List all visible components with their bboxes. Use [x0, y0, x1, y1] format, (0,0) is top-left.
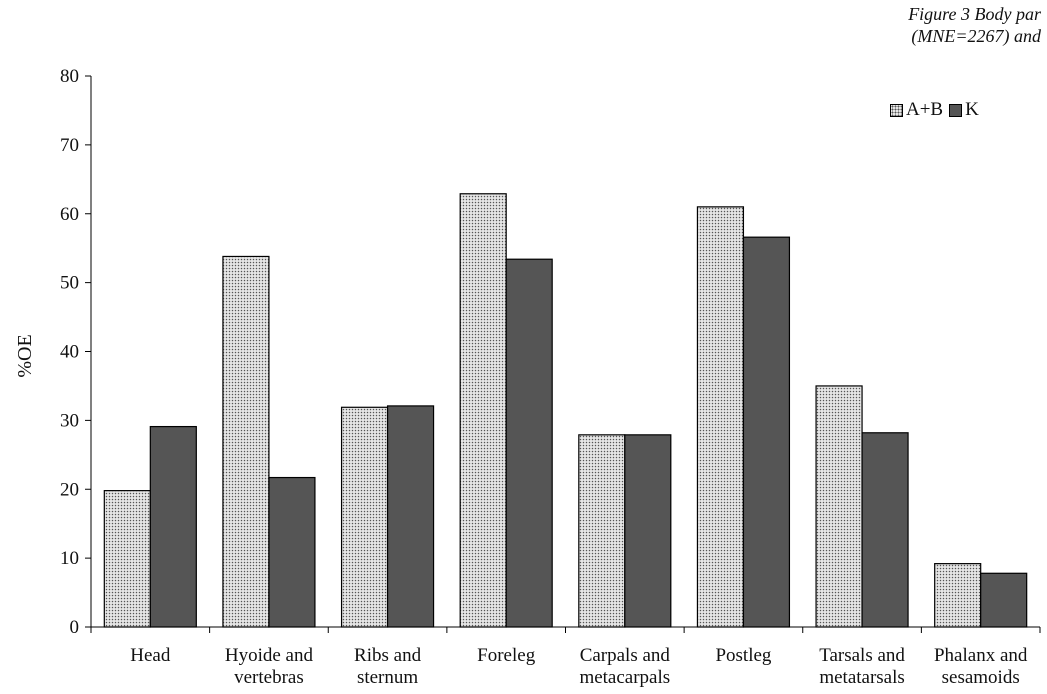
y-tick-label: 50 — [60, 273, 79, 294]
x-category-label: Head — [130, 645, 171, 666]
bars — [103, 193, 1028, 628]
legend-label-k: K — [965, 99, 979, 120]
legend-item-k: K — [949, 99, 979, 121]
y-tick-label: 70 — [60, 135, 79, 156]
x-category-label: Ribs and — [354, 645, 422, 666]
bar-k — [386, 405, 435, 628]
x-category-label: metatarsals — [819, 667, 904, 688]
x-category-label: sternum — [357, 667, 418, 688]
bar-k — [268, 476, 316, 628]
x-category-label: Hyoide and — [225, 645, 314, 666]
y-tick-label: 20 — [60, 479, 79, 500]
y-tick-label: 30 — [60, 410, 79, 431]
legend-swatch-ab — [890, 103, 903, 117]
bar-ab — [340, 406, 389, 628]
bar-k — [149, 425, 197, 628]
x-category-label: Foreleg — [477, 645, 536, 666]
x-category-label: Phalanx and — [934, 645, 1028, 666]
legend-swatch-k — [949, 103, 963, 117]
legend-item-ab: A+B — [890, 99, 943, 121]
x-category-label: Carpals and — [580, 645, 671, 666]
x-category-label: Tarsals and — [819, 645, 905, 666]
bar-ab — [696, 206, 745, 628]
bar-ab — [815, 385, 863, 628]
y-tick-label: 0 — [70, 617, 80, 638]
bar-ab — [459, 193, 507, 628]
figure-caption-line-1: Figure 3 Body par — [908, 4, 1041, 24]
legend: A+B K — [890, 99, 985, 121]
bar-ab — [578, 434, 626, 628]
x-category-label: sesamoids — [942, 667, 1020, 688]
bar-k — [624, 434, 672, 628]
x-category-label: Postleg — [715, 645, 771, 666]
bar-ab — [222, 255, 270, 628]
y-tick-label: 80 — [60, 66, 79, 87]
y-tick-label: 40 — [60, 342, 79, 363]
y-axis-label: %OE — [14, 334, 37, 378]
bar-k — [980, 572, 1028, 628]
bar-k — [742, 236, 791, 628]
y-tick-label: 60 — [60, 204, 79, 225]
bar-k — [505, 258, 553, 628]
bar-k — [861, 432, 909, 628]
x-category-label: metacarpals — [579, 667, 670, 688]
x-category-label: vertebras — [234, 667, 304, 688]
legend-label-ab: A+B — [906, 99, 944, 120]
tick-labels: 0 10 20 30 40 50 60 70 80 Head Hyoide andvertebras… — [60, 66, 1028, 688]
y-tick-label: 10 — [60, 548, 79, 569]
figure-caption-line-2: (MNE=2267) and — [911, 26, 1041, 46]
bar-ab — [103, 490, 151, 628]
bar-ab — [934, 563, 982, 628]
